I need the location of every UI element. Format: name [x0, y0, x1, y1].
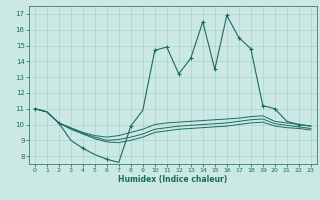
X-axis label: Humidex (Indice chaleur): Humidex (Indice chaleur)	[118, 175, 228, 184]
